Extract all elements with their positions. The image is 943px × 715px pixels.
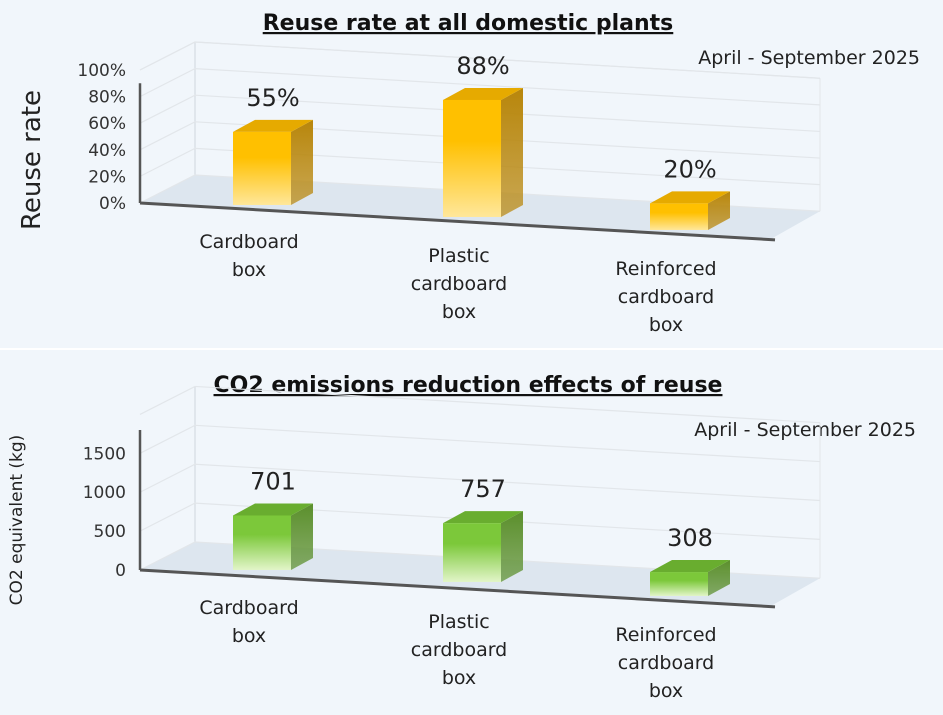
- x-tick-label: cardboard: [618, 286, 715, 308]
- bar-front: [233, 131, 291, 205]
- chart-title: CO2 emissions reduction effects of reuse: [214, 373, 723, 398]
- bar-front: [650, 572, 708, 596]
- gridline: [139, 67, 821, 106]
- value-label: 55%: [246, 84, 299, 112]
- bar-top: [233, 503, 313, 516]
- bar-front: [233, 515, 291, 570]
- x-tick-label: cardboard: [411, 639, 508, 661]
- gridline: [139, 41, 821, 79]
- x-tick-label: box: [649, 680, 683, 702]
- gridline: [139, 147, 821, 186]
- bar-top: [650, 191, 730, 204]
- y-tick-label: 100%: [77, 61, 126, 81]
- chart-panel-2: CO2 emissions reduction effects of reuse…: [0, 350, 943, 715]
- x-tick-label: box: [232, 259, 266, 281]
- x-tick-label: cardboard: [411, 273, 508, 295]
- x-tick-label: Plastic: [428, 245, 489, 267]
- bar-side: [708, 560, 730, 596]
- bar-side: [708, 191, 730, 230]
- bar-2: [443, 87, 523, 218]
- x-tick-label: cardboard: [618, 652, 715, 674]
- y-tick-label: 0%: [99, 194, 126, 214]
- bar-top: [233, 119, 313, 132]
- y-tick-label: 20%: [88, 167, 126, 187]
- bar-3: [650, 560, 730, 596]
- y-tick-label: 60%: [88, 114, 126, 134]
- y-tick-label: 80%: [88, 88, 126, 108]
- x-axis-line: [139, 568, 776, 609]
- bar-side: [291, 503, 313, 570]
- bar-side: [501, 87, 523, 218]
- chart-panel-1: Reuse rate at all domestic plants April -…: [0, 0, 943, 348]
- y-tick-label: 1000: [83, 483, 126, 503]
- panel-divider: [0, 348, 943, 350]
- chart-title: Reuse rate at all domestic plants: [263, 11, 674, 36]
- value-label: 20%: [663, 155, 716, 183]
- x-tick-label: Cardboard: [199, 597, 298, 619]
- bar-side: [291, 119, 313, 205]
- value-label: 88%: [456, 52, 509, 80]
- y-tick-label: 1500: [83, 444, 126, 464]
- x-tick-label: box: [232, 625, 266, 647]
- gridline: [139, 424, 821, 463]
- gridline: [139, 174, 821, 212]
- bar-1: [233, 503, 313, 570]
- gridline: [139, 121, 821, 159]
- chart-period: April - September 2025: [694, 419, 916, 441]
- bar-front: [443, 99, 501, 217]
- x-tick-label: box: [442, 667, 476, 689]
- chart-period: April - September 2025: [698, 47, 920, 69]
- bar-1: [233, 119, 313, 205]
- bar-top: [650, 560, 730, 573]
- x-axis-line: [139, 201, 776, 242]
- bar-top: [443, 87, 523, 100]
- x-tick-label: box: [442, 301, 476, 323]
- bar-front: [650, 203, 708, 230]
- y-axis-label: CO2 equivalent (kg): [7, 435, 27, 606]
- gridline: [139, 541, 821, 579]
- x-tick-label: Reinforced: [615, 258, 716, 280]
- y-tick-label: 0: [115, 561, 126, 581]
- bar-3: [650, 191, 730, 230]
- x-tick-label: Plastic: [428, 611, 489, 633]
- gridline: [139, 385, 821, 424]
- value-label: 701: [250, 467, 296, 495]
- bar-2: [443, 511, 523, 582]
- value-label: 308: [667, 524, 713, 552]
- bar-side: [501, 511, 523, 582]
- x-tick-label: Reinforced: [615, 624, 716, 646]
- gridline: [139, 502, 821, 540]
- x-tick-label: Cardboard: [199, 231, 298, 253]
- y-tick-label: 500: [94, 522, 126, 542]
- bar-front: [443, 523, 501, 582]
- x-tick-label: box: [649, 314, 683, 336]
- gridline: [139, 463, 821, 502]
- y-tick-label: 40%: [88, 141, 126, 161]
- bar-top: [443, 511, 523, 524]
- y-axis-label: Reuse rate: [17, 90, 47, 230]
- value-label: 757: [460, 475, 506, 503]
- gridline: [139, 94, 821, 133]
